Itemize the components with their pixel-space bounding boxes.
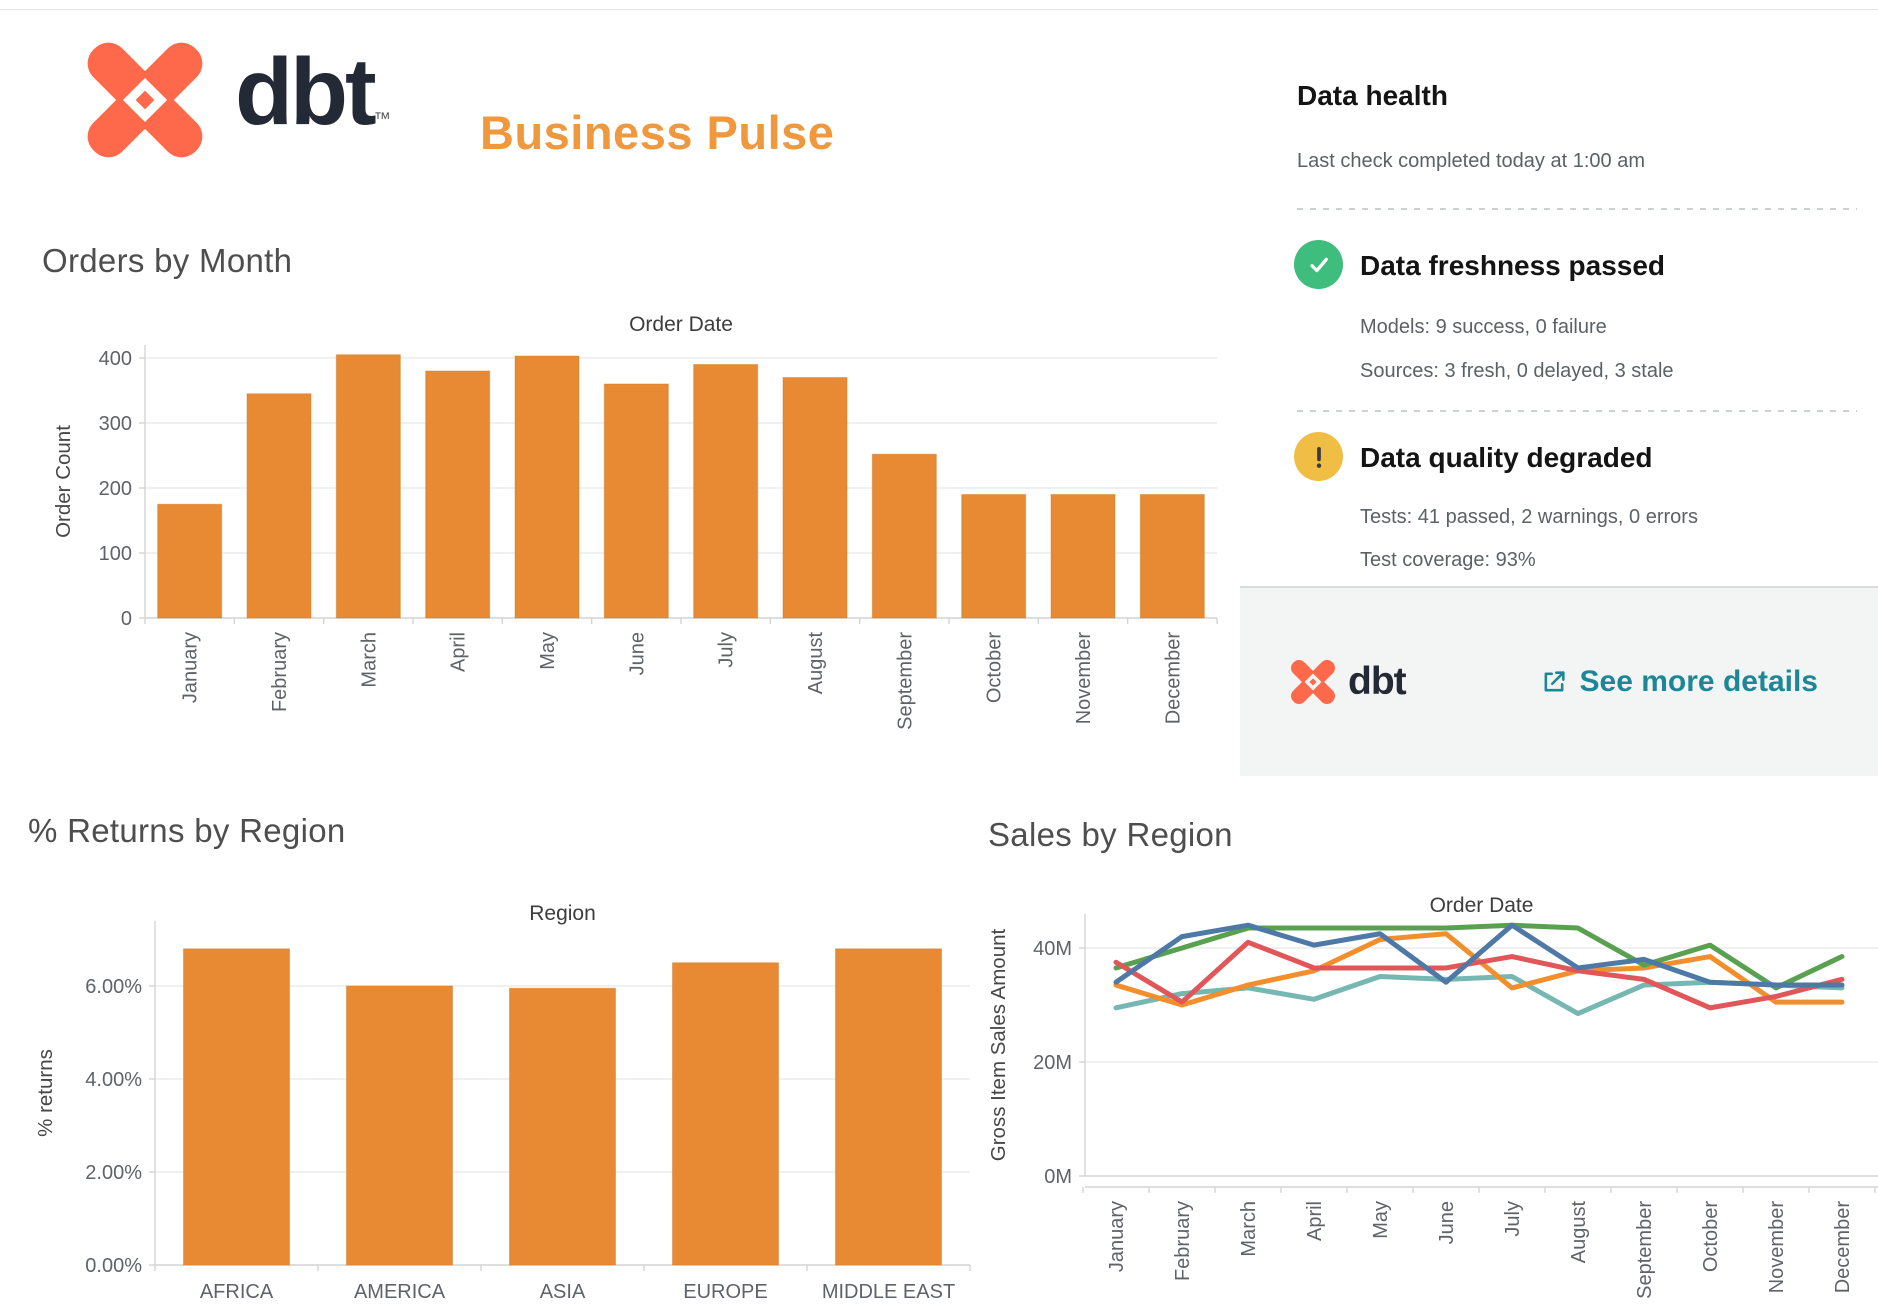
top-border bbox=[0, 9, 1878, 10]
svg-text:200: 200 bbox=[99, 478, 132, 500]
bar-november[interactable] bbox=[1050, 494, 1116, 619]
sales-by-region-title: Sales by Region bbox=[988, 816, 1233, 853]
bar-africa[interactable] bbox=[183, 948, 290, 1266]
external-link-icon bbox=[1544, 671, 1565, 692]
bar-october[interactable] bbox=[961, 494, 1027, 619]
svg-text:400: 400 bbox=[99, 348, 132, 370]
svg-text:300: 300 bbox=[99, 413, 132, 435]
freshness-status-title: Data freshness passed bbox=[1360, 250, 1666, 281]
bar-june[interactable] bbox=[603, 383, 669, 619]
quality-warning-icon bbox=[1294, 432, 1343, 481]
freshness-sources-line: Sources: 3 fresh, 0 delayed, 3 stale bbox=[1360, 360, 1674, 382]
svg-text:Gross Item Sales Amount: Gross Item Sales Amount bbox=[987, 928, 1010, 1161]
svg-text:Order Count: Order Count bbox=[52, 425, 75, 538]
x-tick-label: July bbox=[716, 632, 738, 668]
svg-text:% returns: % returns bbox=[34, 1049, 57, 1137]
svg-text:20M: 20M bbox=[1033, 1052, 1072, 1074]
series-line-asia[interactable] bbox=[1113, 939, 1845, 1011]
svg-text:100: 100 bbox=[99, 543, 132, 565]
svg-text:0.00%: 0.00% bbox=[85, 1255, 142, 1277]
dbt-logo-icon-small bbox=[1291, 660, 1335, 704]
bar-september[interactable] bbox=[871, 453, 937, 619]
dbt-footer-wordmark: dbt bbox=[1348, 660, 1407, 703]
orders-by-month-title: Orders by Month bbox=[42, 242, 293, 279]
x-tick-label: November bbox=[1073, 632, 1095, 725]
bar-august[interactable] bbox=[782, 377, 848, 619]
svg-text:6.00%: 6.00% bbox=[85, 976, 142, 998]
x-tick-label: July bbox=[1502, 1201, 1524, 1237]
x-tick-label: November bbox=[1766, 1201, 1788, 1294]
data-health-footer: dbt See more details bbox=[1240, 586, 1878, 776]
divider bbox=[1297, 410, 1857, 412]
x-tick-label: October bbox=[984, 632, 1006, 703]
freshness-check-icon bbox=[1294, 240, 1343, 289]
freshness-models-line: Models: 9 success, 0 failure bbox=[1360, 316, 1607, 338]
bar-february[interactable] bbox=[246, 393, 312, 619]
x-tick-label: October bbox=[1700, 1201, 1722, 1272]
x-tick-label: April bbox=[448, 632, 470, 672]
x-tick-label: May bbox=[537, 632, 559, 670]
bar-europe[interactable] bbox=[672, 962, 779, 1266]
x-tick-label: December bbox=[1832, 1201, 1854, 1294]
svg-text:4.00%: 4.00% bbox=[85, 1069, 142, 1091]
svg-text:0M: 0M bbox=[1044, 1166, 1072, 1188]
x-tick-label: January bbox=[180, 632, 202, 703]
x-tick-label: EUROPE bbox=[683, 1281, 767, 1303]
trademark-mark: ™ bbox=[373, 109, 391, 128]
divider bbox=[1297, 208, 1857, 210]
see-more-details-link[interactable]: See more details bbox=[1540, 665, 1818, 699]
see-more-details-label: See more details bbox=[1579, 665, 1818, 698]
bar-december[interactable] bbox=[1139, 494, 1205, 619]
x-tick-label: December bbox=[1162, 632, 1184, 725]
bar-asia[interactable] bbox=[509, 987, 616, 1266]
svg-text:2.00%: 2.00% bbox=[85, 1162, 142, 1184]
quality-coverage-line: Test coverage: 93% bbox=[1360, 549, 1536, 571]
x-tick-label: March bbox=[358, 632, 380, 688]
x-tick-label: AFRICA bbox=[200, 1281, 274, 1303]
bar-march[interactable] bbox=[335, 354, 401, 619]
x-tick-label: February bbox=[1172, 1201, 1194, 1281]
svg-text:0: 0 bbox=[121, 608, 132, 630]
x-tick-label: February bbox=[269, 632, 291, 712]
sales-by-region-chart[interactable]: Order Date Gross Item Sales Amount 0M 20M 40… bbox=[975, 870, 1878, 1312]
dashboard-title: Business Pulse bbox=[480, 106, 835, 160]
x-tick-label: January bbox=[1106, 1201, 1128, 1272]
bar-may[interactable] bbox=[514, 355, 580, 619]
data-health-title: Data health bbox=[1297, 80, 1448, 111]
x-tick-label: August bbox=[1568, 1201, 1590, 1264]
dbt-wordmark: dbt™ bbox=[235, 39, 391, 145]
series-line-america[interactable] bbox=[1113, 931, 1845, 1008]
x-tick-label: April bbox=[1304, 1201, 1326, 1241]
x-tick-label: September bbox=[894, 632, 916, 730]
x-tick-label: June bbox=[626, 632, 648, 675]
svg-text:Order Date: Order Date bbox=[1430, 894, 1534, 917]
x-tick-label: August bbox=[805, 632, 827, 695]
series-line-africa[interactable] bbox=[1113, 922, 1845, 988]
x-tick-label: ASIA bbox=[540, 1281, 586, 1303]
data-health-last-check: Last check completed today at 1:00 am bbox=[1297, 150, 1645, 172]
x-tick-label: MIDDLE EAST bbox=[822, 1281, 955, 1303]
svg-text:Region: Region bbox=[529, 902, 596, 925]
quality-tests-line: Tests: 41 passed, 2 warnings, 0 errors bbox=[1360, 506, 1698, 528]
x-tick-label: June bbox=[1436, 1201, 1458, 1244]
quality-status-title: Data quality degraded bbox=[1360, 442, 1653, 473]
x-tick-label: September bbox=[1634, 1201, 1656, 1299]
bar-january[interactable] bbox=[157, 503, 223, 619]
dbt-logo-icon bbox=[87, 42, 203, 158]
svg-text:Order Date: Order Date bbox=[629, 313, 733, 336]
returns-by-region-title: % Returns by Region bbox=[28, 812, 346, 849]
series-line-middle-east[interactable] bbox=[1113, 922, 1845, 991]
x-tick-label: May bbox=[1370, 1201, 1392, 1239]
returns-by-region-chart[interactable]: Region % returns 0.00% 2.00% 4.00% 6.00% AFRIC… bbox=[20, 880, 980, 1312]
bar-april[interactable] bbox=[425, 370, 491, 619]
x-tick-label: AMERICA bbox=[354, 1281, 446, 1303]
x-tick-label: March bbox=[1238, 1201, 1260, 1257]
svg-text:40M: 40M bbox=[1033, 938, 1072, 960]
bar-july[interactable] bbox=[693, 364, 759, 619]
bar-america[interactable] bbox=[346, 985, 453, 1266]
orders-by-month-chart[interactable]: Order Date Order Count 0 100 200 300 400 Januar… bbox=[40, 300, 1220, 770]
bar-middle-east[interactable] bbox=[835, 948, 942, 1266]
